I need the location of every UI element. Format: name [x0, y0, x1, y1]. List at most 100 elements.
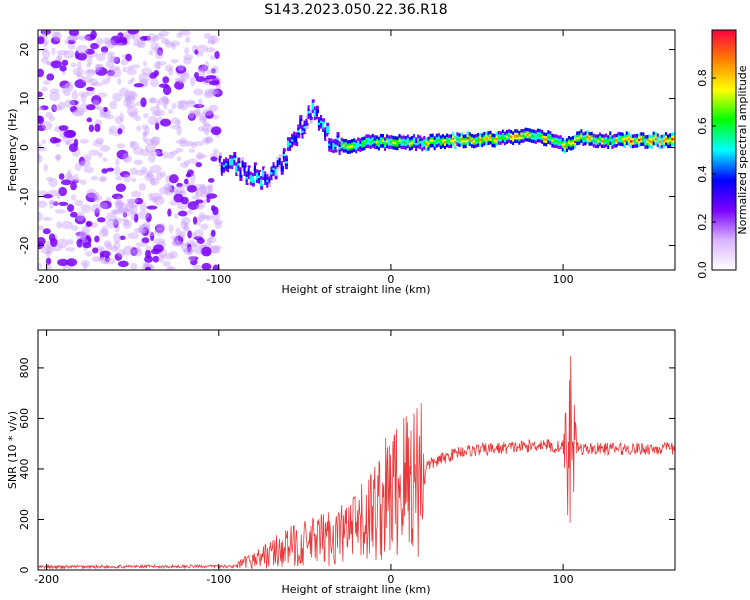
spectrogram-ridge-cell	[239, 172, 243, 176]
spectrogram-ridge-cell	[398, 139, 402, 143]
spectrogram-noise-blob	[127, 65, 133, 71]
spectrogram-ridge-cell	[586, 135, 590, 139]
spectrogram-noise-blob	[92, 139, 103, 147]
spectrogram-noise-blob	[192, 264, 202, 270]
spectrogram-noise-blob	[99, 200, 112, 210]
spectrogram-ridge-cell	[642, 137, 646, 141]
snr-y-ticks: 0 200 400 600 800	[18, 357, 675, 574]
colorbar-tick-label: 0.8	[696, 69, 709, 87]
spectrogram-ridge-cell	[404, 141, 408, 145]
spectrogram-ridge-cell	[274, 171, 278, 174]
spectrogram-ridge-cell	[303, 126, 307, 129]
spectrogram-noise-blob	[195, 199, 204, 204]
spectrogram-noise-blob	[133, 213, 139, 223]
spectrogram-noise-blob	[114, 42, 124, 47]
spectrogram-noise-blob	[150, 97, 156, 104]
spectrogram-ridge-cell	[284, 161, 288, 164]
spectrogram-noise-blob	[52, 201, 59, 206]
spectrogram-noise-blob	[95, 67, 108, 76]
spectrogram-noise-blob	[163, 183, 173, 191]
spectrogram-noise-blob	[168, 174, 179, 184]
spectrogram-noise-blob	[81, 75, 94, 84]
spectrogram-noise-blob	[156, 151, 164, 157]
spectrogram-ridge-cell	[468, 137, 472, 141]
spectrogram-ridge-cell	[322, 123, 326, 127]
spectrogram-noise-blob	[197, 98, 203, 108]
spectrogram-ridge-cell	[324, 132, 328, 136]
spectrogram-ridge-cell	[590, 137, 594, 140]
spectrogram-noise-blob	[43, 194, 53, 199]
spectrogram-noise-blob	[203, 91, 214, 99]
spectrogram-noise-blob	[167, 151, 175, 159]
spectrogram-noise-blob	[144, 125, 150, 136]
spectrogram-noise-blob	[87, 55, 93, 66]
spectrogram-ridge-cell	[644, 140, 648, 144]
snr-x-tick-label: 100	[553, 573, 574, 586]
spectrogram-noise-blob	[183, 57, 192, 65]
spectrogram-noise-blob	[88, 124, 95, 133]
spectrogram-noise-blob	[142, 60, 147, 67]
spectrogram-noise-blob	[112, 209, 120, 215]
spectrogram-noise-blob	[130, 77, 136, 82]
spectrogram-noise-blob	[119, 112, 124, 122]
spectrogram-ridge-cell	[369, 140, 373, 144]
spectrogram-ridge-cell	[392, 141, 396, 144]
spectrogram-noise-blob	[168, 224, 174, 234]
spectrogram-ridge-cell	[613, 139, 617, 143]
spectrogram-noise-blob	[120, 208, 132, 217]
spectrogram-noise-blob	[68, 143, 78, 153]
spectrogram-noise-blob	[141, 124, 149, 130]
spectrogram-noise-blob	[38, 115, 45, 125]
spectrogram-ridge-cell	[264, 177, 268, 180]
spectrogram-noise-blob	[132, 32, 141, 42]
spectrogram-noise-blob	[187, 201, 199, 210]
spectrogram-noise-blob	[101, 78, 110, 85]
spectrogram-noise-blob	[38, 106, 45, 111]
spectrogram-noise-blob	[168, 67, 174, 77]
spectrogram-noise-blob	[174, 235, 179, 244]
spectrogram-noise-blob	[108, 56, 119, 63]
spectrogram-y-tick-label: 20	[18, 43, 31, 57]
spectrogram-noise-blob	[187, 255, 197, 262]
spectrogram-noise-blob	[158, 254, 165, 263]
snr-y-tick-label: 800	[18, 357, 31, 378]
spectrogram-noise-blob	[207, 237, 217, 244]
spectrogram-noise-blob	[131, 177, 137, 183]
spectrogram-noise-blob	[174, 77, 186, 82]
spectrogram-ridge-cell	[627, 137, 631, 141]
spectrogram-noise-blob	[105, 59, 115, 69]
spectrogram-noise-blob	[57, 101, 66, 111]
spectrogram-ridge-cell	[262, 172, 266, 175]
spectrogram-ridge-cell	[631, 140, 635, 143]
spectrogram-noise-blob	[46, 61, 51, 66]
spectrogram-ridge-cell	[365, 140, 369, 143]
spectrogram-noise-blob	[196, 204, 205, 210]
spectrogram-noise-blob	[65, 81, 74, 92]
spectrogram-noise-blob	[133, 248, 143, 257]
spectrogram-noise-blob	[210, 35, 216, 45]
spectrogram-noise-blob	[55, 154, 61, 162]
spectrogram-ridge-cell	[247, 171, 251, 174]
spectrogram-noise-blob	[111, 209, 123, 215]
spectrogram-noise-blob	[63, 99, 76, 108]
spectrogram-noise-blob	[117, 128, 123, 135]
spectrogram-noise-blob	[152, 36, 159, 42]
spectrogram-noise-blob	[203, 32, 212, 39]
spectrogram-noise-blob	[123, 174, 132, 183]
spectrogram-noise-blob	[101, 51, 108, 56]
spectrogram-noise-blob	[63, 129, 75, 138]
spectrogram-noise-blob	[52, 104, 62, 112]
spectrogram-ridge-cell	[448, 140, 452, 143]
spectrogram-noise-blob	[146, 205, 158, 210]
spectrogram-noise-blob	[46, 245, 54, 254]
spectrogram-noise-blob	[195, 161, 203, 168]
spectrogram-noise-blob	[188, 110, 195, 119]
spectrogram-noise-blob	[147, 115, 158, 126]
spectrogram-ridge-cell	[565, 143, 569, 147]
spectrogram-noise-blob	[90, 30, 97, 40]
spectrogram-noise-blob	[100, 46, 109, 53]
spectrogram-ridge-cell	[367, 139, 371, 143]
spectrogram-ridge-cell	[572, 141, 576, 145]
spectrogram-noise-blob	[186, 99, 196, 105]
spectrogram-ridge-cell	[425, 143, 429, 146]
